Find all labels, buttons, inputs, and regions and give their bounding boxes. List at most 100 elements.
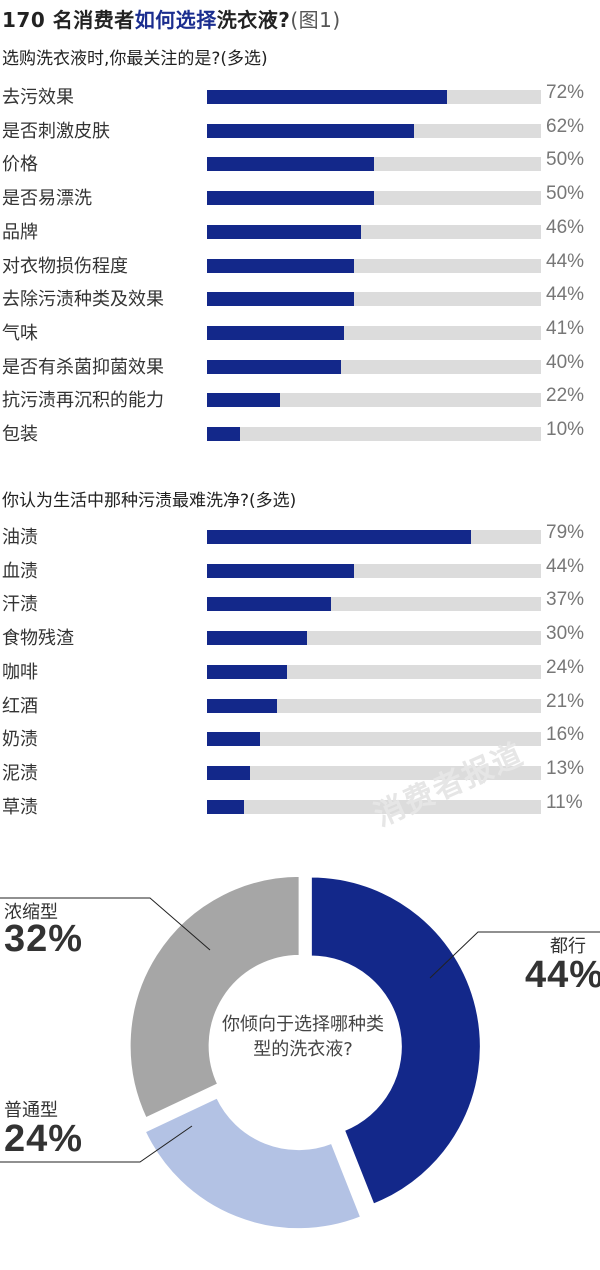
bar-value-label: 24%	[546, 656, 585, 678]
bar-row: 血渍 44%	[0, 553, 600, 587]
bar	[207, 530, 471, 544]
bar-track	[207, 325, 541, 340]
bar-row: 草渍 11%	[0, 789, 600, 823]
bar-label: 汗渍	[2, 594, 38, 616]
bar-row: 咖啡 24%	[0, 654, 600, 688]
bar-track	[207, 563, 541, 578]
bar-track	[207, 359, 541, 374]
bar	[207, 191, 374, 206]
donut-center-question: 你倾向于选择哪种类型的洗衣液?	[222, 1014, 384, 1060]
bar-label: 抗污渍再沉积的能力	[2, 390, 164, 412]
bar	[207, 732, 261, 747]
bar-value-label: 22%	[546, 385, 585, 407]
bar	[207, 157, 374, 172]
bar	[207, 90, 448, 104]
bar-label: 是否有杀菌抑菌效果	[2, 356, 164, 378]
bar-track	[207, 597, 541, 612]
bar-value-label: 13%	[546, 757, 585, 779]
bar	[207, 393, 281, 408]
bar	[207, 325, 344, 340]
bar-track	[207, 157, 541, 172]
bar-row: 是否易漂洗 50%	[0, 180, 600, 214]
bar-row: 气味 41%	[0, 315, 600, 349]
chart1-title: 选购洗衣液时,你最关注的是?(多选)	[2, 49, 268, 69]
bar-track	[207, 732, 541, 747]
bar-label: 红酒	[2, 695, 38, 717]
bar	[207, 563, 354, 578]
bar-row: 去除污渍种类及效果 44%	[0, 281, 600, 315]
bar-label: 草渍	[2, 796, 38, 818]
bar-label: 去除污渍种类及效果	[2, 289, 164, 311]
bar-track	[207, 123, 541, 138]
bar-label: 去污效果	[2, 87, 74, 108]
donut-value-concentrated: 32%	[4, 918, 84, 960]
bar-label: 是否易漂洗	[2, 188, 92, 210]
leader-line-regular	[0, 1125, 193, 1163]
bar	[207, 799, 244, 814]
bar	[207, 664, 288, 679]
bar-track	[207, 530, 541, 544]
leader-line-concentrated	[0, 897, 211, 951]
bar-track	[207, 393, 541, 408]
bar-label: 价格	[2, 154, 38, 176]
bar	[207, 359, 341, 374]
bar	[207, 765, 251, 780]
bar-row: 红酒 21%	[0, 688, 600, 722]
bar-track	[207, 664, 541, 679]
bar	[207, 224, 361, 239]
bar-row: 抗污渍再沉积的能力 22%	[0, 382, 600, 416]
bar-label: 品牌	[2, 221, 38, 243]
donut-value-any: 44%	[525, 954, 600, 996]
bar-value-label: 30%	[546, 623, 585, 645]
donut-chart	[0, 874, 600, 1231]
bar-value-label: 72%	[546, 82, 585, 103]
bar-track	[207, 90, 541, 104]
bar-label: 咖啡	[2, 661, 38, 683]
bar-row: 价格 50%	[0, 146, 600, 180]
bar-value-label: 44%	[546, 250, 585, 272]
bar-value-label: 46%	[546, 216, 585, 238]
bar-track	[207, 191, 541, 206]
bar-value-label: 40%	[546, 351, 585, 373]
bar-label: 对衣物损伤程度	[2, 255, 128, 277]
donut-slice-concentrated	[128, 874, 301, 1120]
bar-row: 去污效果 72%	[0, 79, 600, 113]
bar-row: 是否有杀菌抑菌效果 40%	[0, 349, 600, 383]
donut-label-concentrated: 浓缩型	[4, 902, 58, 923]
bar-value-label: 44%	[546, 555, 585, 577]
bar-label: 是否刺激皮肤	[2, 120, 110, 142]
bar-label: 油渍	[2, 527, 38, 548]
bar-value-label: 37%	[546, 589, 585, 611]
bar-row: 奶渍 16%	[0, 721, 600, 755]
bar-label: 包装	[2, 424, 38, 445]
bar	[207, 597, 331, 612]
bar-label: 血渍	[2, 560, 38, 582]
bar	[207, 427, 241, 441]
bar-track	[207, 698, 541, 713]
bar-row: 油渍 79%	[0, 519, 600, 553]
bar-row: 对衣物损伤程度 44%	[0, 248, 600, 282]
bar	[207, 292, 354, 307]
bar	[207, 698, 278, 713]
donut-slice-regular	[143, 1096, 363, 1231]
bar-row: 泥渍 13%	[0, 755, 600, 789]
bar-value-label: 11%	[546, 791, 583, 813]
bar-track	[207, 258, 541, 273]
donut-value-regular: 24%	[4, 1118, 84, 1160]
bar-value-label: 62%	[546, 115, 585, 137]
donut-slice-any	[309, 875, 482, 1206]
bar	[207, 258, 354, 273]
donut-label-regular: 普通型	[4, 1100, 58, 1121]
bar-track	[207, 765, 541, 780]
leader-line-any	[429, 931, 600, 979]
bar-row: 品牌 46%	[0, 214, 600, 248]
bar-label: 食物残渣	[2, 628, 74, 650]
bar-value-label: 16%	[546, 724, 585, 746]
bar-row: 食物残渣 30%	[0, 620, 600, 654]
donut-label-any: 都行	[550, 936, 586, 957]
bar-row: 是否刺激皮肤 62%	[0, 113, 600, 147]
bar-value-label: 10%	[546, 419, 585, 440]
page-title: 170 名消费者如何选择洗衣液?(图1)	[2, 8, 341, 32]
bar-value-label: 50%	[546, 183, 585, 205]
bar-value-label: 50%	[546, 149, 585, 171]
